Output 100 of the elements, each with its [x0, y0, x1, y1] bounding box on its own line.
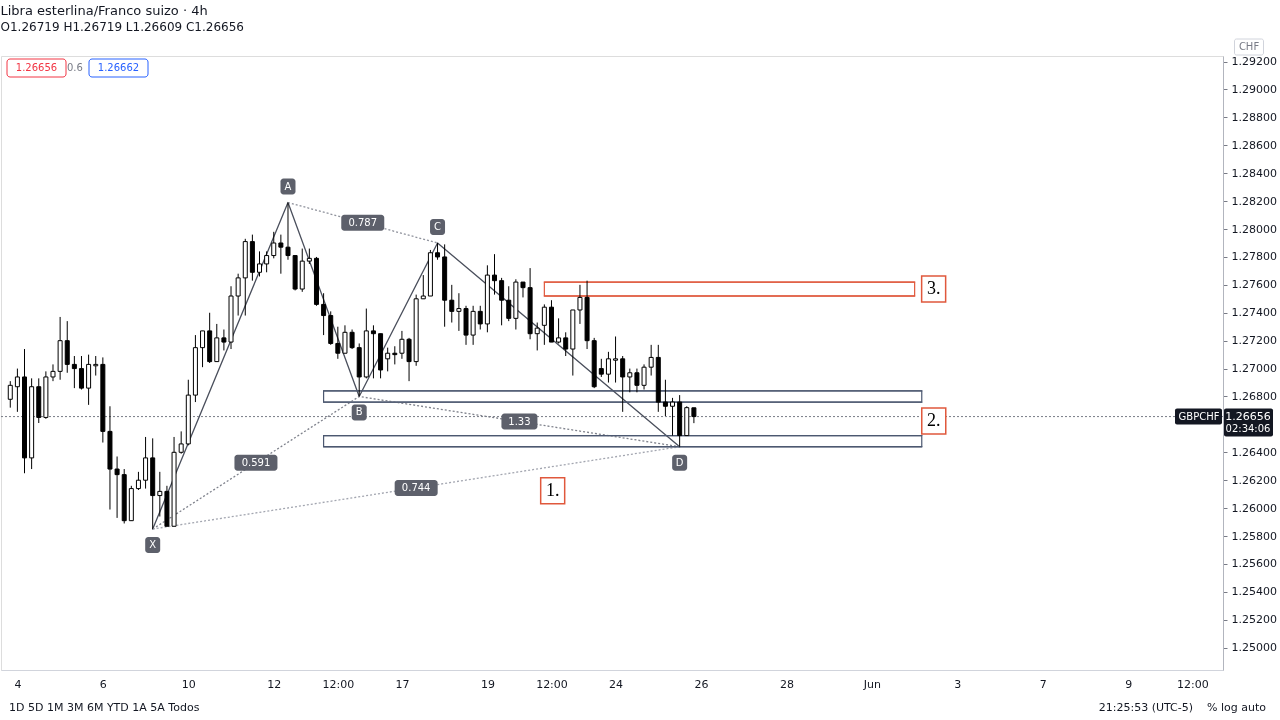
candlestick: [157, 471, 163, 517]
annotation: A: [284, 180, 292, 192]
x-tick-label: 10: [181, 677, 196, 691]
annotation: 0.787: [348, 216, 378, 228]
annotation: B: [355, 406, 363, 418]
y-tick-label: 1.27400: [1231, 306, 1277, 320]
candlestick: [499, 277, 505, 326]
candlestick: [605, 351, 611, 384]
annotation: 1.26656: [15, 62, 58, 73]
chart-title: Libra esterlina/Franco suizo · 4h: [0, 2, 208, 18]
x-tick-label: 24: [609, 677, 624, 691]
text: 1.26656: [1225, 409, 1271, 423]
x-tick-label: 17: [395, 677, 410, 691]
annotation: 0.591: [241, 456, 271, 468]
candlestick: [257, 250, 263, 277]
candlestick: [214, 323, 220, 363]
y-tick-label: 1.29200: [1231, 55, 1277, 69]
y-tick-label: 1.25000: [1231, 641, 1277, 655]
candlestick: [477, 305, 483, 331]
candlestick: [556, 317, 562, 344]
x-tick-label: 12: [267, 677, 282, 691]
candlestick: [449, 284, 455, 324]
candlestick: [492, 253, 497, 296]
y-tick-label: 1.27800: [1231, 250, 1277, 264]
candlestick: [264, 250, 270, 273]
text: 02:34:06: [1225, 422, 1271, 434]
y-tick-label: 1.25800: [1231, 529, 1277, 543]
text: 1D 5D 1M 3M 6M YTD 1A 5A Todos: [9, 701, 200, 714]
x-tick-label: 9: [1125, 677, 1133, 691]
candlestick: [335, 326, 341, 360]
annotation: 1.: [545, 479, 560, 500]
candlestick: [598, 358, 604, 378]
candlestick: [620, 355, 626, 413]
candlestick: [14, 368, 20, 413]
y-tick-label: 1.25400: [1231, 585, 1277, 599]
y-tick-label: 1.29000: [1231, 82, 1277, 96]
candlestick: [93, 355, 99, 377]
text: % log auto: [1207, 701, 1267, 714]
x-tick-label: 7: [1039, 677, 1047, 691]
candlestick: [135, 471, 141, 491]
y-tick-label: 1.28400: [1231, 166, 1277, 180]
y-tick-label: 1.27200: [1231, 334, 1277, 348]
x-tick-label: 4: [14, 677, 22, 691]
x-tick-label: 26: [694, 677, 709, 691]
candlestick: [670, 397, 676, 437]
annotation: 1.33: [508, 415, 531, 427]
chart-subtitle: O1.26719 H1.26719 L1.26609 C1.26656: [0, 19, 244, 34]
candlestick: [392, 345, 398, 365]
candlestick: [370, 324, 376, 379]
x-tick-label: 3: [954, 677, 962, 691]
y-tick-label: 1.28800: [1231, 110, 1277, 124]
y-tick-label: 1.26400: [1231, 445, 1277, 459]
annotation: 0.744: [401, 481, 431, 493]
text: CHF: [1238, 41, 1260, 52]
x-tick-label: 12:00: [1177, 677, 1209, 691]
annotation: X: [149, 539, 157, 551]
x-tick-label: Jun: [862, 677, 882, 691]
y-tick-label: 1.28000: [1231, 222, 1277, 236]
y-tick-label: 1.26000: [1231, 501, 1277, 515]
candlestick: [271, 231, 277, 259]
y-tick-label: 1.26200: [1231, 473, 1277, 487]
y-tick-label: 1.25600: [1231, 557, 1277, 571]
candlestick: [627, 368, 633, 393]
ref-line-label: GBPCHF: [1178, 410, 1220, 422]
candlestick: [7, 380, 13, 409]
x-tick-label: 12:00: [322, 677, 355, 691]
candlestick: [321, 292, 327, 336]
candlestick: [534, 322, 540, 351]
candlestick: [420, 274, 426, 300]
x-tick-label: 19: [480, 677, 495, 691]
candlestick: [71, 355, 77, 389]
y-tick-label: 1.28600: [1231, 138, 1277, 152]
annotation: 1.26662: [97, 62, 140, 73]
annotation: 3.: [926, 278, 941, 299]
candlestick: [64, 320, 70, 374]
candlestick: [662, 379, 668, 417]
candlestick: [613, 335, 619, 384]
candlestick: [563, 331, 569, 357]
y-tick-label: 1.27000: [1231, 362, 1277, 376]
y-tick-label: 1.25200: [1231, 613, 1277, 627]
candlestick: [648, 344, 654, 377]
annotation: C: [434, 220, 442, 232]
candlestick: [541, 303, 547, 346]
x-tick-label: 28: [779, 677, 794, 691]
x-tick-label: 6: [99, 677, 107, 691]
annotation: 0.6: [67, 62, 83, 73]
x-tick-label: 12:00: [536, 677, 568, 691]
candlestick: [78, 355, 84, 391]
candlestick: [178, 430, 184, 455]
y-tick-label: 1.26800: [1231, 389, 1277, 403]
candlestick: [506, 285, 512, 322]
annotation: 2.: [927, 410, 941, 431]
y-tick-label: 1.27600: [1231, 278, 1277, 292]
line-series: [152, 201, 681, 530]
text: 21:25:53 (UTC-5): [1098, 701, 1193, 714]
y-tick-label: 1.28200: [1231, 194, 1277, 208]
annotation: D: [675, 456, 684, 468]
candlestick: [385, 347, 391, 372]
candlestick: [200, 330, 206, 368]
candlestick: [143, 436, 149, 490]
